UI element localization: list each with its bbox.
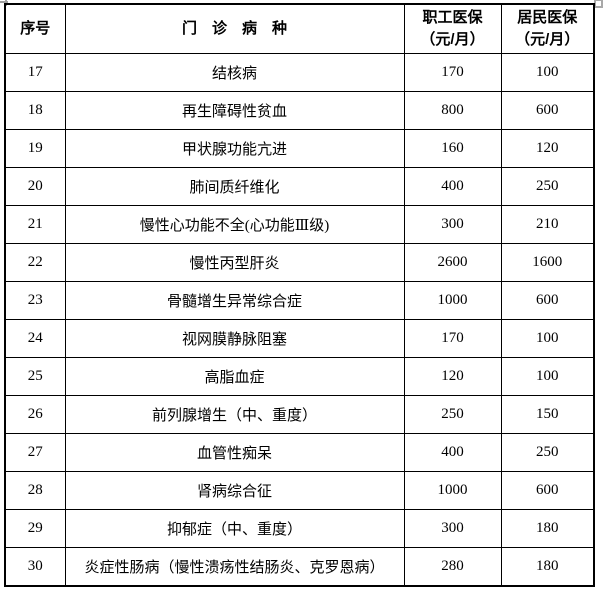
employee-insurance-amount-cell: 400 — [403, 167, 502, 206]
serial-number-cell: 28 — [4, 471, 66, 510]
header-employee-insurance-unit: （元/月） — [420, 31, 485, 48]
resident-insurance-amount-cell: 600 — [500, 281, 595, 320]
table-resize-handle[interactable] — [594, 0, 603, 8]
table-row: 23 骨髓增生异常综合症 1000 600 — [4, 281, 595, 320]
resident-insurance-amount-cell: 250 — [500, 433, 595, 472]
table-row: 18 再生障碍性贫血 800 600 — [4, 91, 595, 130]
disease-name-cell: 抑郁症（中、重度） — [64, 509, 405, 548]
table-row: 28 肾病综合征 1000 600 — [4, 471, 595, 510]
employee-insurance-amount-cell: 300 — [403, 509, 502, 548]
disease-name-cell: 再生障碍性贫血 — [64, 91, 405, 130]
disease-name-cell: 血管性痴呆 — [64, 433, 405, 472]
disease-name-cell: 甲状腺功能亢进 — [64, 129, 405, 168]
employee-insurance-amount-cell: 1000 — [403, 471, 502, 510]
serial-number-cell: 26 — [4, 395, 66, 434]
header-employee-insurance-title: 职工医保 — [422, 9, 483, 27]
serial-number-cell: 30 — [4, 547, 66, 587]
serial-number-cell: 19 — [4, 129, 66, 168]
header-resident-insurance: 居民医保 （元/月） — [500, 3, 595, 54]
table-row: 26 前列腺增生（中、重度） 250 150 — [4, 395, 595, 434]
employee-insurance-amount-cell: 400 — [403, 433, 502, 472]
header-employee-insurance: 职工医保 （元/月） — [403, 3, 502, 54]
serial-number-cell: 25 — [4, 357, 66, 396]
disease-name-cell: 肾病综合征 — [64, 471, 405, 510]
table-row: 29 抑郁症（中、重度） 300 180 — [4, 509, 595, 548]
employee-insurance-amount-cell: 170 — [403, 319, 502, 358]
serial-number-cell: 27 — [4, 433, 66, 472]
serial-number-cell: 20 — [4, 167, 66, 206]
employee-insurance-amount-cell: 120 — [403, 357, 502, 396]
table-row: 24 视网膜静脉阻塞 170 100 — [4, 319, 595, 358]
disease-name-cell: 炎症性肠病（慢性溃疡性结肠炎、克罗恩病） — [64, 547, 405, 587]
resident-insurance-amount-cell: 250 — [500, 167, 595, 206]
header-resident-insurance-title: 居民医保 — [517, 9, 578, 27]
resident-insurance-amount-cell: 100 — [500, 357, 595, 396]
disease-name-cell: 慢性丙型肝炎 — [64, 243, 405, 282]
employee-insurance-amount-cell: 250 — [403, 395, 502, 434]
table-move-handle-bar-horizontal — [0, 1, 8, 3]
resident-insurance-amount-cell: 210 — [500, 205, 595, 244]
table-row: 17 结核病 170 100 — [4, 53, 595, 92]
table-row: 20 肺间质纤维化 400 250 — [4, 167, 595, 206]
disease-name-cell: 视网膜静脉阻塞 — [64, 319, 405, 358]
resident-insurance-amount-cell: 180 — [500, 547, 595, 587]
serial-number-cell: 29 — [4, 509, 66, 548]
disease-name-cell: 慢性心功能不全(心功能Ⅲ级) — [64, 205, 405, 244]
serial-number-cell: 17 — [4, 53, 66, 92]
table-row: 30 炎症性肠病（慢性溃疡性结肠炎、克罗恩病） 280 180 — [4, 547, 595, 587]
table-row: 22 慢性丙型肝炎 2600 1600 — [4, 243, 595, 282]
table-row: 21 慢性心功能不全(心功能Ⅲ级) 300 210 — [4, 205, 595, 244]
resident-insurance-amount-cell: 180 — [500, 509, 595, 548]
serial-number-cell: 21 — [4, 205, 66, 244]
disease-name-cell: 前列腺增生（中、重度） — [64, 395, 405, 434]
resident-insurance-amount-cell: 600 — [500, 471, 595, 510]
disease-name-cell: 结核病 — [64, 53, 405, 92]
table-row: 19 甲状腺功能亢进 160 120 — [4, 129, 595, 168]
header-row: 序号 门 诊 病 种 职工医保 （元/月） 居民医保 （元/月） — [4, 3, 595, 54]
employee-insurance-amount-cell: 280 — [403, 547, 502, 587]
table-row: 25 高脂血症 120 100 — [4, 357, 595, 396]
disease-name-cell: 高脂血症 — [64, 357, 405, 396]
outpatient-disease-insurance-table: 序号 门 诊 病 种 职工医保 （元/月） 居民医保 （元/月） 17 结核病 17… — [4, 3, 595, 587]
employee-insurance-amount-cell: 170 — [403, 53, 502, 92]
employee-insurance-amount-cell: 800 — [403, 91, 502, 130]
serial-number-cell: 18 — [4, 91, 66, 130]
header-disease-type: 门 诊 病 种 — [64, 3, 405, 54]
employee-insurance-amount-cell: 2600 — [403, 243, 502, 282]
serial-number-cell: 23 — [4, 281, 66, 320]
table-row: 27 血管性痴呆 400 250 — [4, 433, 595, 472]
disease-name-cell: 肺间质纤维化 — [64, 167, 405, 206]
resident-insurance-amount-cell: 120 — [500, 129, 595, 168]
header-serial-number: 序号 — [4, 3, 66, 54]
serial-number-cell: 22 — [4, 243, 66, 282]
header-resident-insurance-unit: （元/月） — [515, 31, 580, 48]
serial-number-cell: 24 — [4, 319, 66, 358]
disease-name-cell: 骨髓增生异常综合症 — [64, 281, 405, 320]
resident-insurance-amount-cell: 600 — [500, 91, 595, 130]
employee-insurance-amount-cell: 1000 — [403, 281, 502, 320]
resident-insurance-amount-cell: 100 — [500, 319, 595, 358]
resident-insurance-amount-cell: 1600 — [500, 243, 595, 282]
employee-insurance-amount-cell: 300 — [403, 205, 502, 244]
resident-insurance-amount-cell: 150 — [500, 395, 595, 434]
resident-insurance-amount-cell: 100 — [500, 53, 595, 92]
employee-insurance-amount-cell: 160 — [403, 129, 502, 168]
